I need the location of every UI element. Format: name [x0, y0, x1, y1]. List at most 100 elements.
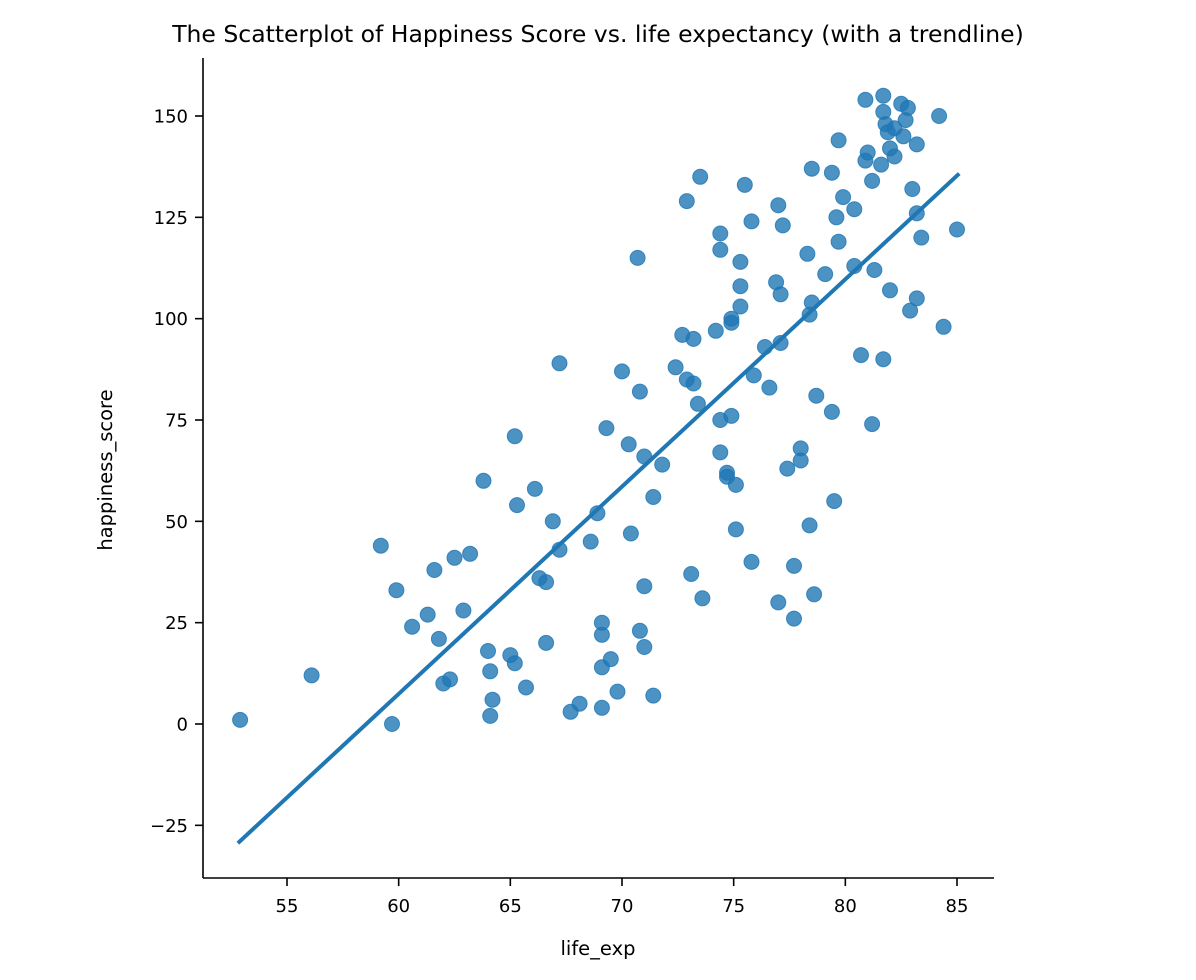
data-point — [622, 525, 639, 542]
data-point — [712, 241, 729, 258]
points-layer — [232, 87, 965, 732]
data-point — [598, 420, 615, 437]
data-point — [864, 416, 881, 433]
data-point — [582, 533, 599, 550]
data-point — [683, 566, 700, 582]
data-point — [484, 691, 501, 708]
data-point — [931, 108, 948, 124]
data-point — [786, 610, 802, 627]
data-point — [801, 517, 818, 534]
data-point — [882, 282, 898, 299]
data-point — [593, 699, 610, 716]
data-point — [913, 229, 930, 246]
data-point — [667, 359, 684, 376]
data-point — [792, 440, 809, 457]
data-point — [723, 314, 740, 331]
data-point — [743, 553, 760, 570]
data-point — [895, 128, 912, 145]
data-point — [743, 213, 760, 230]
data-point — [692, 168, 709, 185]
data-point — [908, 136, 925, 153]
data-point — [426, 562, 443, 578]
data-point — [866, 262, 883, 278]
data-point — [482, 707, 499, 724]
x-tick-label: 75 — [722, 896, 745, 917]
data-point — [685, 330, 702, 347]
data-point — [732, 278, 749, 295]
data-point — [736, 176, 753, 193]
y-tick-label: 0 — [177, 715, 188, 736]
data-point — [803, 160, 820, 177]
data-point — [631, 383, 648, 400]
x-tick-label: 65 — [499, 896, 522, 917]
data-point — [904, 181, 921, 197]
chart-title: The Scatterplot of Happiness Score vs. l… — [171, 20, 1024, 48]
data-point — [745, 367, 762, 384]
y-tick-label: 50 — [165, 512, 188, 533]
y-tick-label: 125 — [154, 208, 188, 229]
data-point — [509, 497, 525, 514]
data-point — [772, 335, 789, 351]
data-point — [875, 87, 892, 104]
data-point — [835, 189, 852, 206]
data-point — [538, 634, 555, 651]
data-point — [482, 663, 499, 680]
data-point — [404, 618, 421, 635]
data-point — [908, 290, 925, 307]
data-point — [685, 375, 702, 392]
x-tick-label: 80 — [834, 896, 857, 917]
x-ticks: 55 60 65 70 75 80 85 — [276, 878, 968, 917]
data-point — [518, 679, 534, 696]
data-point — [830, 132, 847, 149]
trendline-layer — [236, 172, 961, 845]
data-point — [462, 545, 479, 562]
data-point — [774, 217, 791, 234]
x-axis-label: life_exp — [560, 937, 635, 960]
data-point — [506, 655, 523, 672]
data-point — [712, 225, 729, 242]
data-point — [761, 379, 778, 396]
data-point — [455, 602, 472, 619]
data-point — [830, 233, 847, 250]
data-point — [689, 395, 706, 412]
x-tick-label: 60 — [387, 896, 410, 917]
y-tick-label: −25 — [150, 816, 188, 837]
data-point — [480, 643, 496, 659]
data-point — [949, 221, 965, 238]
y-ticks: −25 0 25 50 75 100 125 150 — [150, 107, 203, 837]
data-point — [636, 639, 653, 655]
data-point — [506, 428, 523, 445]
data-point — [442, 671, 458, 688]
data-point — [723, 407, 740, 424]
data-point — [544, 513, 561, 530]
data-point — [935, 318, 952, 335]
data-point — [538, 574, 555, 591]
data-point — [873, 156, 890, 173]
data-point — [694, 590, 711, 607]
data-point — [645, 687, 662, 704]
data-point — [419, 606, 436, 623]
data-point — [571, 695, 588, 712]
data-point — [786, 557, 802, 574]
data-point — [589, 505, 606, 522]
x-tick-label: 55 — [276, 896, 299, 917]
data-point — [430, 630, 447, 647]
y-tick-label: 150 — [154, 107, 188, 128]
data-point — [823, 164, 840, 181]
trendline — [236, 172, 961, 845]
data-point — [232, 711, 249, 728]
data-point — [875, 351, 892, 368]
data-point — [732, 253, 749, 270]
data-point — [609, 683, 626, 700]
y-tick-label: 25 — [165, 613, 188, 634]
data-point — [629, 249, 646, 266]
data-point — [826, 493, 843, 510]
data-point — [772, 286, 789, 303]
data-point — [732, 298, 749, 315]
data-point — [475, 472, 492, 489]
data-point — [645, 489, 662, 505]
data-point — [727, 476, 744, 493]
data-point — [631, 622, 648, 639]
data-point — [620, 436, 637, 453]
y-tick-label: 100 — [154, 309, 188, 330]
